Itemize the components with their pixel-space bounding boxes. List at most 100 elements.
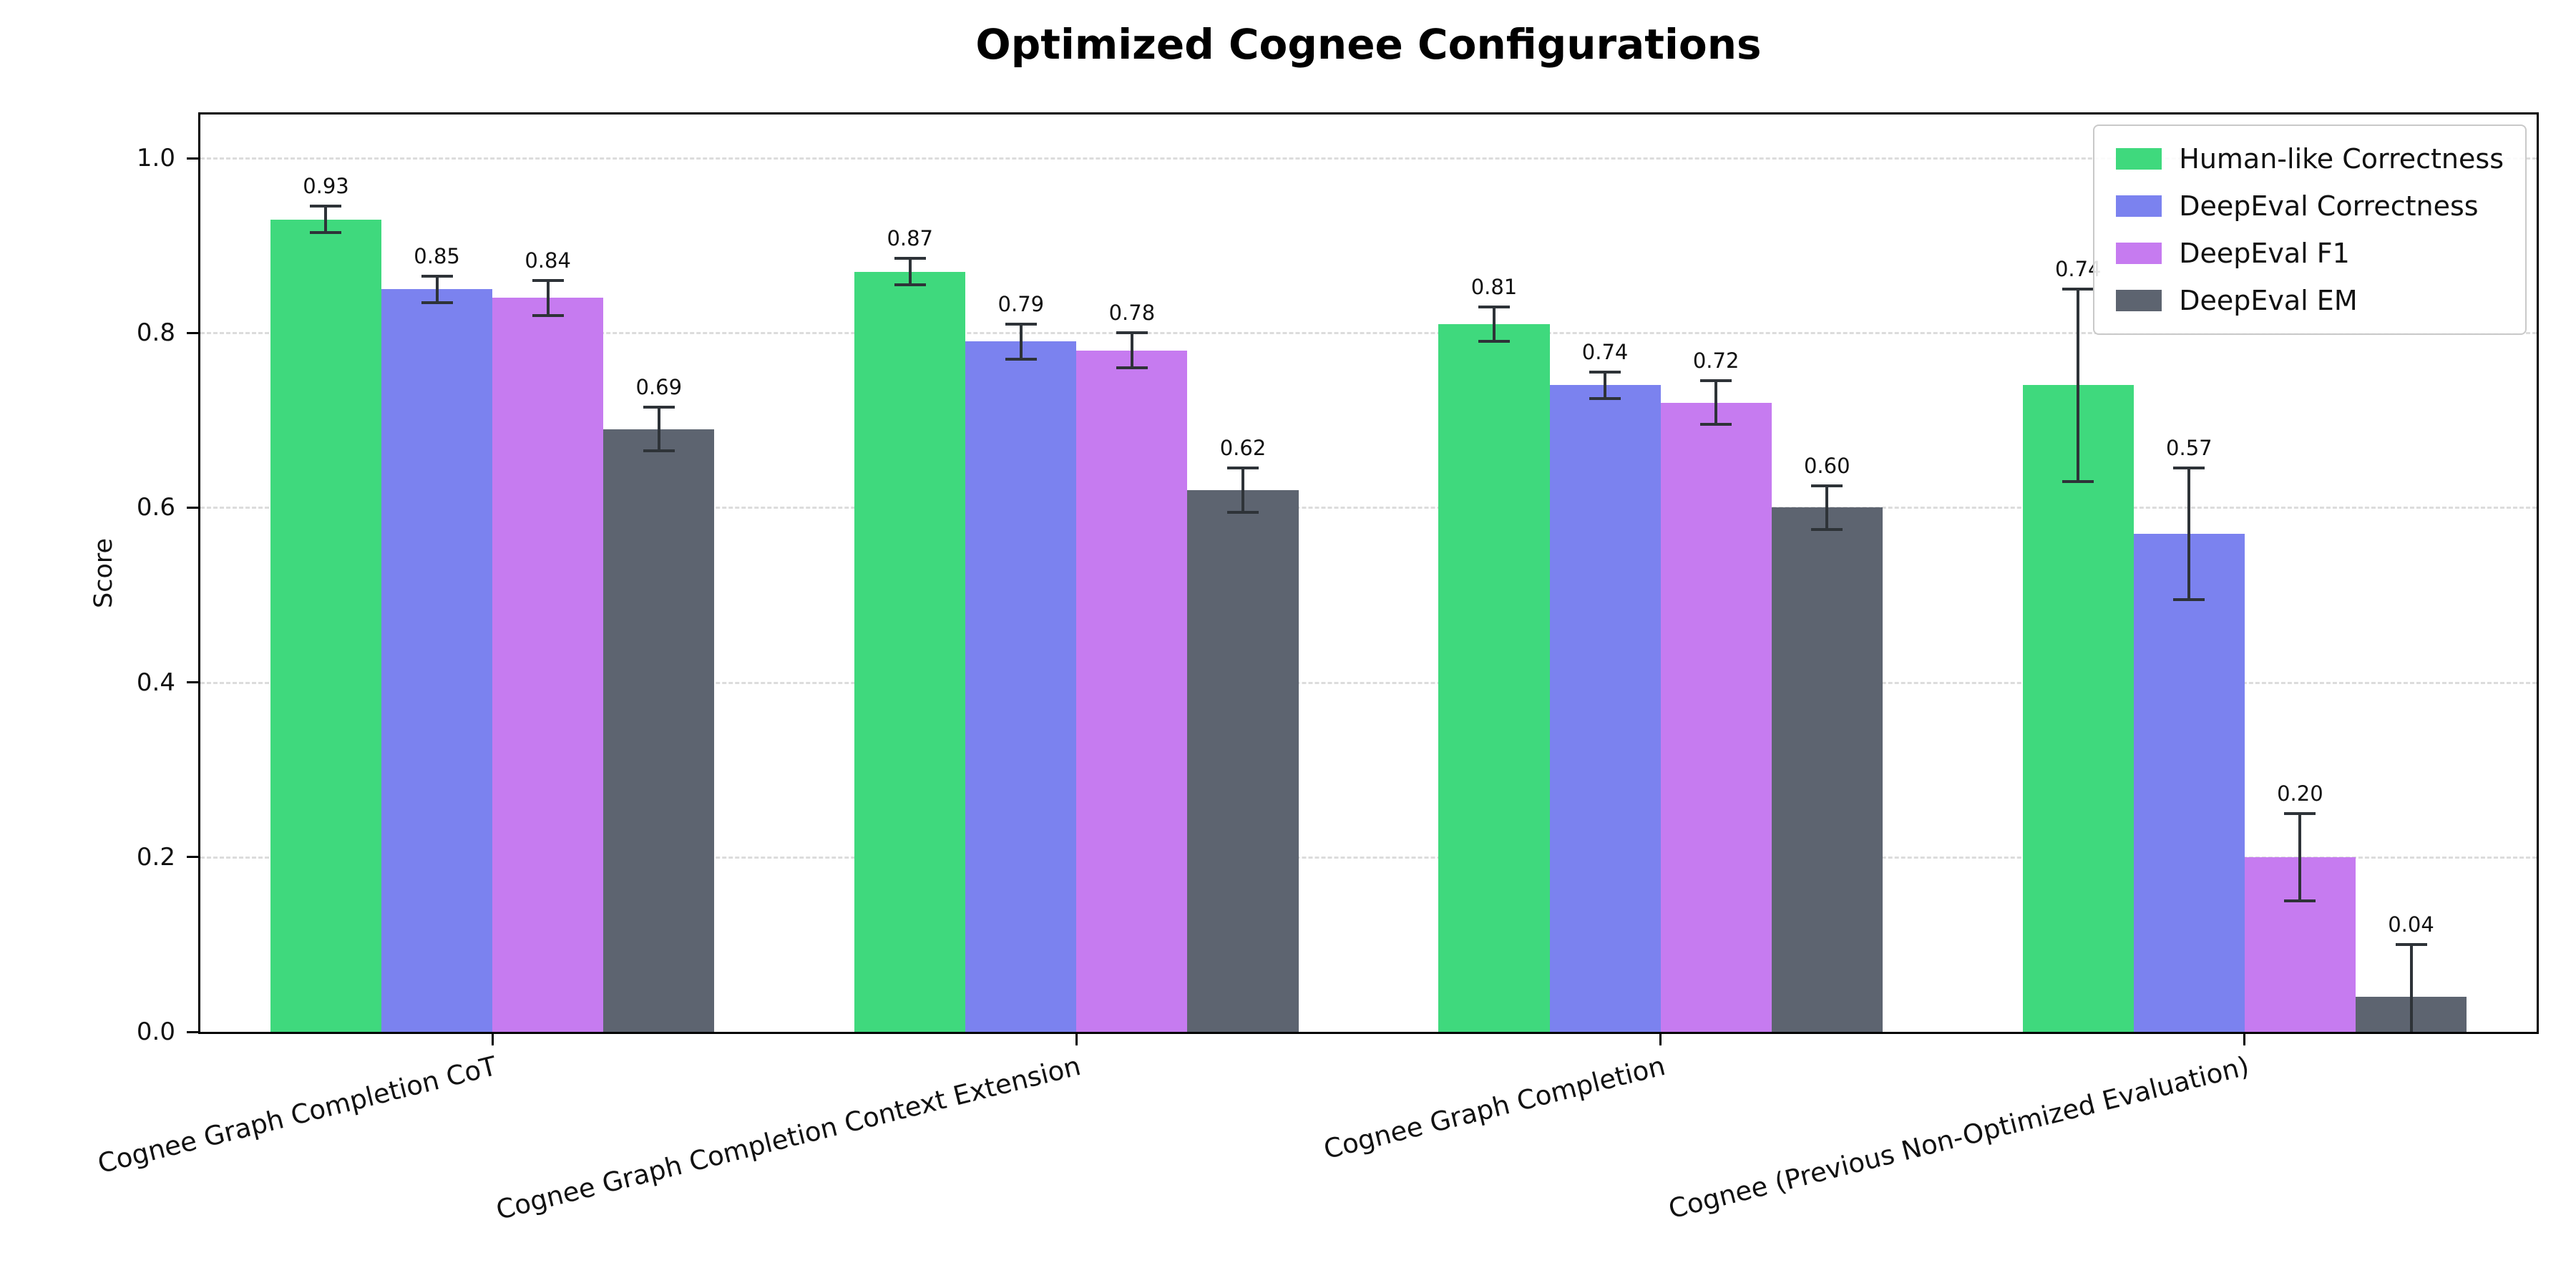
bar xyxy=(1076,350,1188,1032)
bar-value-label: 0.84 xyxy=(525,248,571,273)
error-bar xyxy=(1130,333,1133,369)
legend-label: DeepEval F1 xyxy=(2179,238,2350,269)
error-bar-cap-top xyxy=(1811,484,1843,487)
error-bar-cap-top xyxy=(1227,467,1259,470)
error-bar-cap-top xyxy=(421,274,453,278)
error-bar xyxy=(546,280,550,316)
gridline xyxy=(200,681,2537,684)
legend-label: DeepEval Correctness xyxy=(2179,190,2479,222)
bar xyxy=(603,429,715,1032)
bar-value-label: 0.72 xyxy=(1692,348,1740,374)
y-tick-label: 1.0 xyxy=(136,144,175,173)
x-tick-mark xyxy=(491,1034,494,1045)
error-bar-cap-bottom xyxy=(310,230,342,234)
bar-value-label: 0.79 xyxy=(997,292,1045,317)
x-tick-label: Cognee (Previous Non-Optimized Evaluatio… xyxy=(1665,1050,2253,1225)
y-tick-label: 0.6 xyxy=(136,493,175,522)
bar-value-label: 0.04 xyxy=(2388,912,2434,937)
error-bar-cap-top xyxy=(2062,288,2094,291)
error-bar xyxy=(657,407,660,452)
bar-value-label: 0.78 xyxy=(1108,301,1156,326)
error-bar-cap-top xyxy=(643,406,675,409)
error-bar xyxy=(2077,289,2080,482)
y-tick-mark xyxy=(187,157,198,160)
bar-value-label: 0.62 xyxy=(1219,436,1267,461)
gridline xyxy=(200,856,2537,859)
bar xyxy=(270,219,382,1032)
error-bar-cap-top xyxy=(2284,811,2316,815)
gridline xyxy=(200,157,2537,160)
error-bar-cap-top xyxy=(1478,305,1510,308)
y-tick-mark xyxy=(187,681,198,684)
error-bar xyxy=(1825,485,1829,530)
y-tick-label: 0.2 xyxy=(136,842,175,872)
error-bar xyxy=(1492,306,1496,342)
x-tick-mark xyxy=(2243,1034,2246,1045)
error-bar-cap-bottom xyxy=(1005,357,1037,361)
x-tick-mark xyxy=(1659,1034,1662,1045)
plot-area xyxy=(198,112,2539,1034)
error-bar xyxy=(2298,813,2302,901)
bar-value-label: 0.93 xyxy=(303,174,349,199)
legend-item: Human-like Correctness xyxy=(2116,143,2504,175)
error-bar-cap-top xyxy=(1116,331,1148,335)
error-bar-cap-top xyxy=(2173,467,2205,470)
legend-swatch xyxy=(2116,243,2162,264)
error-bar-cap-bottom xyxy=(894,283,926,287)
error-bar-cap-top xyxy=(1589,371,1621,374)
legend-swatch xyxy=(2116,148,2162,170)
error-bar xyxy=(908,258,912,286)
bar-value-label: 0.20 xyxy=(2277,781,2323,806)
error-bar xyxy=(2187,468,2191,600)
legend-item: DeepEval F1 xyxy=(2116,238,2504,269)
gridline xyxy=(200,332,2537,335)
legend-item: DeepEval EM xyxy=(2116,285,2504,316)
bar-value-label: 0.60 xyxy=(1803,453,1850,478)
y-tick-mark xyxy=(187,1030,198,1033)
legend-item: DeepEval Correctness xyxy=(2116,190,2504,222)
bar xyxy=(381,289,493,1032)
error-bar-cap-bottom xyxy=(1116,366,1148,370)
bar-value-label: 0.74 xyxy=(1581,340,1629,365)
chart-title: Optimized Cognee Configurations xyxy=(975,20,1762,69)
bar xyxy=(2022,385,2134,1032)
legend-swatch xyxy=(2116,290,2162,311)
error-bar-cap-bottom xyxy=(1478,340,1510,343)
y-axis-title: Score xyxy=(89,537,118,609)
bar xyxy=(854,271,966,1032)
bar xyxy=(1438,324,1550,1032)
error-bar-cap-top xyxy=(532,278,564,282)
x-tick-label: Cognee Graph Completion CoT xyxy=(94,1050,500,1180)
y-tick-label: 0.4 xyxy=(136,668,175,697)
error-bar-cap-bottom xyxy=(1227,510,1259,514)
error-bar-cap-bottom xyxy=(1589,396,1621,400)
x-tick-label: Cognee Graph Completion Context Extensio… xyxy=(493,1050,1084,1226)
error-bar xyxy=(2409,944,2413,1032)
error-bar-cap-bottom xyxy=(421,301,453,304)
bar xyxy=(1187,490,1299,1032)
error-bar xyxy=(1604,372,1607,399)
legend-swatch xyxy=(2116,195,2162,217)
bar-value-label: 0.81 xyxy=(1470,274,1518,299)
bar xyxy=(1660,402,1772,1032)
legend-label: Human-like Correctness xyxy=(2179,143,2504,175)
error-bar xyxy=(1019,324,1023,359)
bar xyxy=(1549,385,1661,1032)
error-bar-cap-bottom xyxy=(1700,423,1732,426)
error-bar-cap-top xyxy=(1700,379,1732,383)
error-bar xyxy=(1241,468,1244,512)
bar xyxy=(1771,507,1883,1032)
error-bar-cap-bottom xyxy=(1811,527,1843,531)
error-bar-cap-bottom xyxy=(2173,597,2205,601)
error-bar xyxy=(324,206,328,233)
error-bar-cap-top xyxy=(894,257,926,260)
error-bar-cap-top xyxy=(310,205,342,208)
legend: Human-like Correctness DeepEval Correctne… xyxy=(2093,125,2527,335)
bar xyxy=(492,298,604,1032)
x-tick-mark xyxy=(1075,1034,1078,1045)
bar xyxy=(965,341,1077,1032)
error-bar-cap-bottom xyxy=(643,449,675,453)
error-bar-cap-top xyxy=(1005,323,1037,326)
error-bar xyxy=(1714,381,1718,425)
